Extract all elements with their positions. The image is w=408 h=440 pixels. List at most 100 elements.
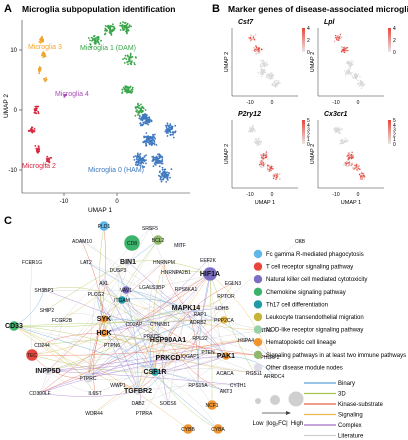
cell-point xyxy=(166,176,169,178)
cell-point xyxy=(123,62,126,64)
node-circle xyxy=(187,353,193,359)
cell-point xyxy=(145,144,147,147)
cell-point xyxy=(89,39,91,42)
node-circle xyxy=(221,351,231,361)
cell-point xyxy=(261,161,263,164)
cell-point xyxy=(250,130,252,132)
cell-point xyxy=(167,179,169,181)
node-label: SH3BP1 xyxy=(34,288,53,294)
cell-point xyxy=(359,83,361,85)
node-bin1: BIN1 xyxy=(120,257,136,267)
legend-swatch xyxy=(253,287,263,296)
cell-point xyxy=(254,140,256,143)
cell-point xyxy=(264,156,267,159)
network-edge xyxy=(39,357,169,394)
cell-point xyxy=(337,36,339,38)
node-srsf5: SRSF5 xyxy=(142,225,158,232)
legend-label: Signaling pathways in at least two immun… xyxy=(266,353,406,359)
network-edge xyxy=(103,332,255,374)
network-edge xyxy=(103,282,169,341)
cell-point xyxy=(351,72,353,74)
node-label: LAT2 xyxy=(80,260,92,266)
cell-point xyxy=(274,86,277,88)
cell-point xyxy=(348,159,350,162)
node-circle xyxy=(149,284,155,290)
node-label: CD33 xyxy=(5,323,23,330)
cell-point xyxy=(143,166,146,168)
cell-point xyxy=(272,166,274,168)
node-label: HIF1A xyxy=(200,271,220,278)
node-circle xyxy=(82,372,94,384)
node-label: MAPK14 xyxy=(172,305,201,312)
node-label: TEC xyxy=(27,353,37,359)
cell-point xyxy=(350,63,352,66)
cell-point xyxy=(260,59,262,62)
cell-point xyxy=(123,88,126,91)
edge-label: Binary xyxy=(338,381,355,387)
colorbar-tick: 5 xyxy=(307,118,310,124)
network-edge xyxy=(133,273,211,325)
cell-point xyxy=(35,105,38,108)
cell-point xyxy=(127,91,130,93)
cell-point xyxy=(89,43,92,46)
cell-point xyxy=(165,173,168,176)
node-circle xyxy=(173,269,179,275)
colorbar-tick: 2 xyxy=(307,132,310,138)
cell-point xyxy=(38,41,41,43)
cell-point xyxy=(37,145,40,148)
cluster-label: Microglia 4 xyxy=(55,91,89,98)
node-circle xyxy=(91,410,97,416)
cell-point xyxy=(128,58,131,61)
node-circle xyxy=(131,321,137,327)
node-label: BIN1 xyxy=(120,259,136,266)
cell-point xyxy=(133,62,136,64)
cell-point xyxy=(261,155,263,157)
cell-point xyxy=(143,118,146,120)
cell-point xyxy=(128,25,131,27)
network-edge xyxy=(163,261,187,309)
colorbar-tick: 0 xyxy=(307,50,310,56)
cell-point xyxy=(335,34,337,37)
cell-point xyxy=(250,34,252,36)
cell-point xyxy=(137,158,140,160)
cell-point xyxy=(29,129,32,132)
edge-label: 3D xyxy=(338,392,346,398)
cell-point xyxy=(349,62,351,65)
cell-point xyxy=(135,160,138,163)
cell-point xyxy=(259,161,261,163)
cell-point xyxy=(164,130,167,133)
node-fcgr2b: FCGR2B xyxy=(52,317,73,324)
cell-point xyxy=(138,154,141,157)
node-akt3: AKT3 xyxy=(220,388,232,395)
cell-point xyxy=(123,57,126,59)
cell-point xyxy=(263,164,265,166)
cell-point xyxy=(341,140,344,143)
node-dab2: DAB2 xyxy=(131,400,145,407)
colorbar-tick: 2 xyxy=(393,38,396,44)
cell-point xyxy=(353,168,355,170)
cell-point xyxy=(162,170,165,173)
node-label: ADRB2 xyxy=(190,320,207,326)
network-edge xyxy=(13,307,187,328)
node-label: HNRNPM xyxy=(153,260,175,266)
node-label: PAK1 xyxy=(217,353,235,360)
node-label: TGFBR2 xyxy=(124,388,152,395)
cell-point xyxy=(39,39,42,41)
node-cd244: CD244 xyxy=(34,342,50,349)
cell-point xyxy=(31,126,33,129)
cell-point xyxy=(139,159,142,162)
network-edge xyxy=(111,307,187,346)
cell-point xyxy=(351,151,353,153)
cell-point xyxy=(254,40,256,42)
node-label: AXL xyxy=(99,281,109,287)
node-circle xyxy=(25,348,39,362)
cell-point xyxy=(268,170,270,172)
node-fcer1g: FCER1G xyxy=(22,259,42,266)
network-edge xyxy=(95,293,139,392)
cell-point xyxy=(136,155,139,158)
network-nodes: PLD1 SRSF5 CD8 BCL2 MITF CKB ADAM10 BIN1 HNRNPM H… xyxy=(5,220,306,435)
cell-point xyxy=(255,138,257,140)
cell-point xyxy=(333,128,335,130)
network-edge xyxy=(81,240,105,334)
network-edge xyxy=(39,390,139,397)
